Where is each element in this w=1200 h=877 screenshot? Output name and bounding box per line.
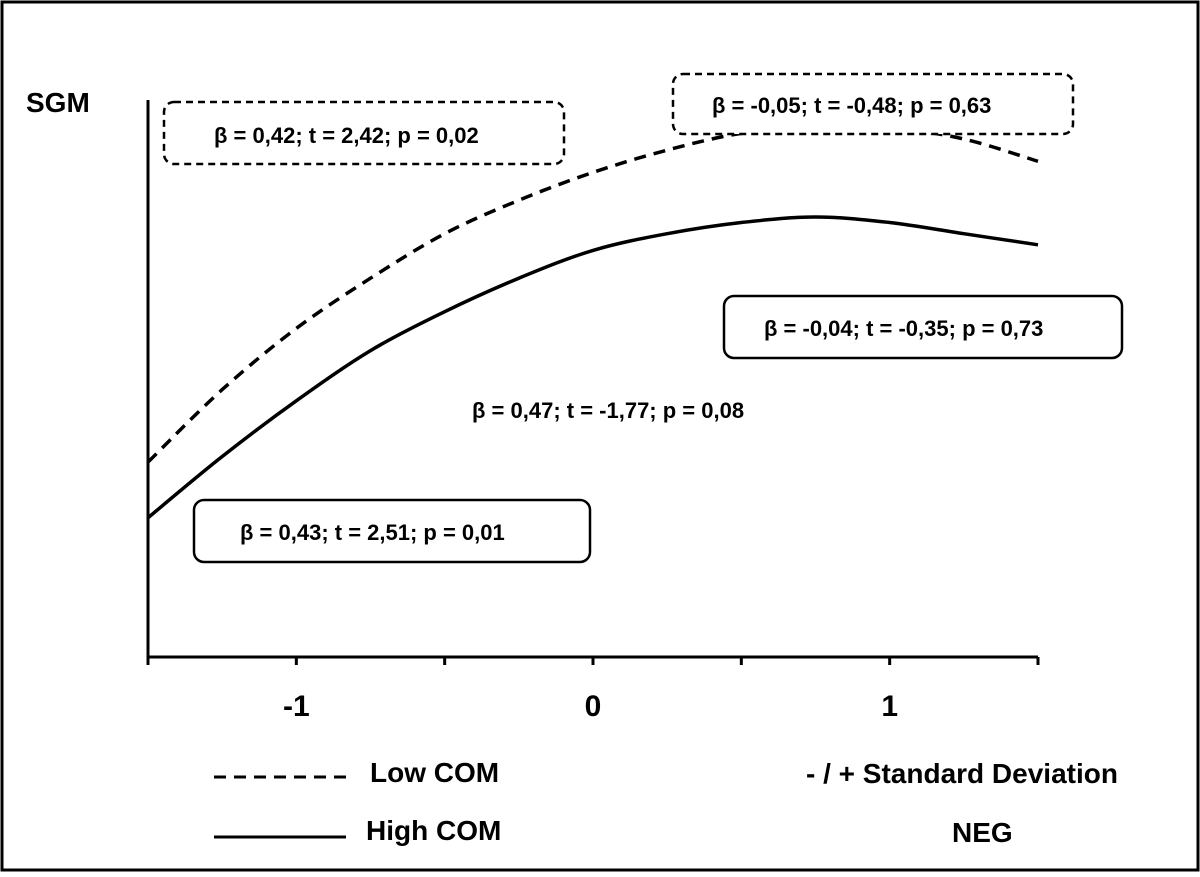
x-tick-label-2: 1 <box>881 690 898 723</box>
x-tick-label-0: -1 <box>283 690 310 723</box>
annotation-box-1 <box>162 100 566 166</box>
annotation-text-3: β = -0,04; t = -0,35; p = 0,73 <box>764 316 1043 341</box>
series-line-low-com <box>146 125 1039 464</box>
legend-label-high-com: High COM <box>366 815 501 846</box>
annotation-text-5: β = 0,43; t = 2,51; p = 0,01 <box>240 520 505 545</box>
annotation-text-2: β = -0,05; t = -0,48; p = 0,63 <box>712 93 991 118</box>
annotation-text-4: β = 0,47; t = -1,77; p = 0,08 <box>472 398 744 423</box>
x-ticks <box>146 657 1040 665</box>
annotation-box-5 <box>192 498 592 564</box>
x-tick-labels: -1 0 1 <box>283 690 898 723</box>
series-line-high-com <box>146 215 1039 520</box>
annotation-text-1: β = 0,42; t = 2,42; p = 0,02 <box>214 123 479 148</box>
x-axis-label: NEG <box>952 817 1013 848</box>
x-axis-note: - / + Standard Deviation <box>806 758 1118 789</box>
annotation-box-3 <box>722 294 1124 360</box>
legend-label-low-com: Low COM <box>370 757 499 788</box>
series-lines <box>146 125 1039 520</box>
x-tick-label-1: 0 <box>585 690 602 723</box>
y-axis-label: SGM <box>26 87 90 118</box>
annotation-box-2 <box>671 72 1075 136</box>
